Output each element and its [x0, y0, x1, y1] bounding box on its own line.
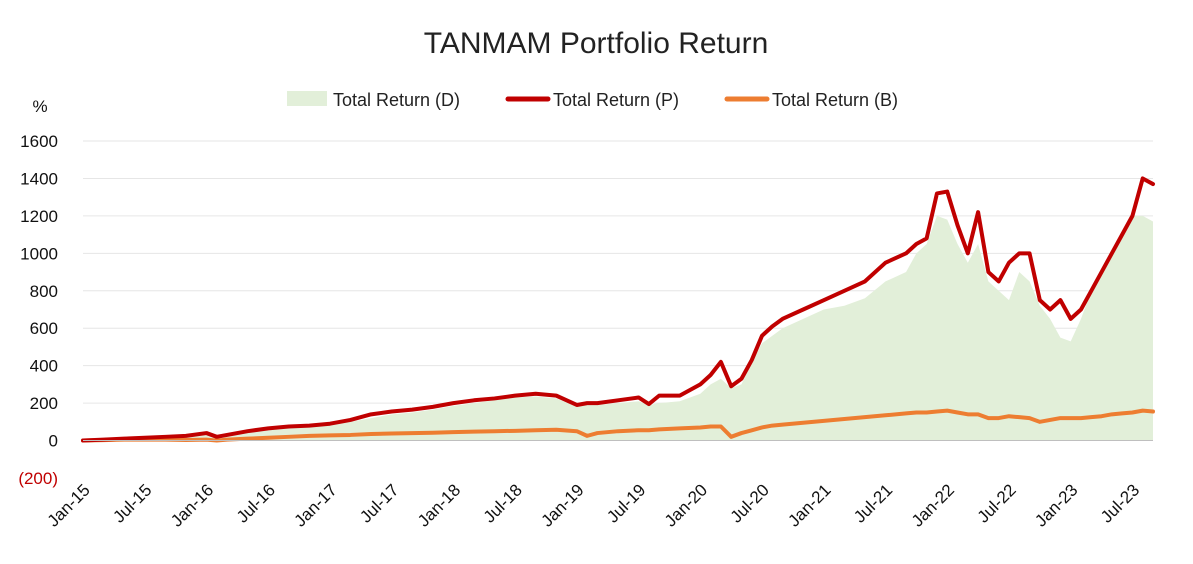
x-tick-label: Jul-18 [480, 480, 526, 526]
y-tick-label: 800 [30, 282, 58, 301]
y-axis-ticks: 1600 1400 1200 1000 800 600 400 200 0 (200) [18, 132, 58, 488]
y-tick-label: 1600 [20, 132, 58, 151]
x-tick-label: Jan-18 [414, 480, 464, 530]
y-tick-label: (200) [18, 469, 58, 488]
x-axis-ticks: Jan-15 Jul-15 Jan-16 Jul-16 Jan-17 Jul-17 Jan-… [44, 480, 1144, 530]
x-tick-label: Jul-22 [974, 480, 1020, 526]
x-tick-label: Jan-21 [784, 480, 834, 530]
plot-area [81, 176, 1155, 443]
y-tick-label: 200 [30, 394, 58, 413]
x-tick-label: Jul-15 [109, 480, 155, 526]
y-tick-label: 0 [49, 432, 58, 451]
legend-label-d: Total Return (D) [333, 90, 460, 110]
x-tick-label: Jul-21 [850, 480, 896, 526]
y-tick-label: 1400 [20, 169, 58, 188]
x-tick-label: Jan-16 [167, 480, 217, 530]
y-tick-label: 600 [30, 319, 58, 338]
y-tick-label: 400 [30, 357, 58, 376]
y-axis-unit: % [32, 97, 47, 116]
series-line-total-return-b [81, 408, 1155, 443]
x-tick-label: Jan-19 [537, 480, 587, 530]
x-tick-label: Jul-19 [603, 480, 649, 526]
x-tick-label: Jul-23 [1097, 480, 1143, 526]
series-line-total-return-p [81, 176, 1155, 443]
legend: Total Return (D) Total Return (P) Total … [287, 90, 898, 110]
x-tick-label: Jul-20 [727, 480, 773, 526]
legend-label-p: Total Return (P) [553, 90, 679, 110]
legend-swatch-d [287, 91, 327, 106]
series-area-total-return-d [83, 215, 1153, 441]
y-tick-label: 1000 [20, 244, 58, 263]
y-tick-label: 1200 [20, 207, 58, 226]
x-tick-label: Jan-17 [291, 480, 341, 530]
x-tick-label: Jul-17 [356, 480, 402, 526]
chart-title: TANMAM Portfolio Return [424, 27, 769, 60]
legend-label-b: Total Return (B) [772, 90, 898, 110]
x-tick-label: Jan-22 [908, 480, 958, 530]
x-tick-label: Jan-20 [661, 480, 711, 530]
x-tick-label: Jan-23 [1031, 480, 1081, 530]
x-tick-label: Jul-16 [233, 480, 279, 526]
